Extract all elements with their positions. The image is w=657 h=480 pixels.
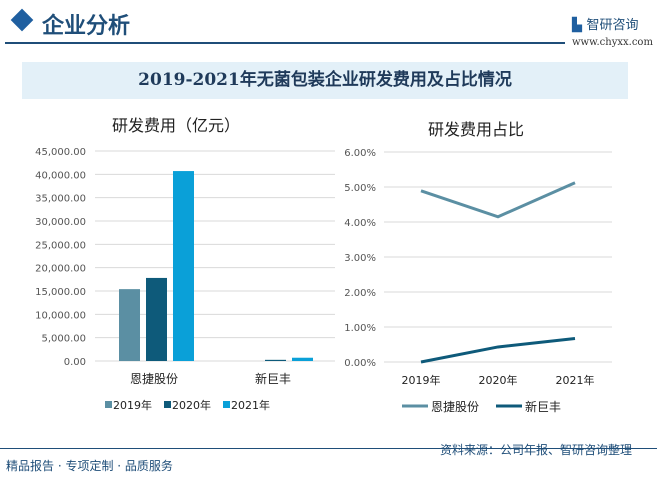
footer-divider: [0, 448, 657, 449]
line-chart-title: 研发费用占比: [428, 120, 525, 139]
y-tick-label: 3.00%: [344, 253, 376, 264]
brand-logo: ▙ 智研咨询: [572, 14, 639, 33]
y-tick-label: 15,000.00: [35, 287, 86, 298]
legend-swatch: [223, 401, 230, 408]
legend-label: 2019年: [113, 398, 152, 412]
line-恩捷股份: [420, 181, 576, 219]
y-tick-label: 35,000.00: [35, 194, 86, 205]
legend-label: 2020年: [172, 398, 211, 412]
y-tick-label: 10,000.00: [35, 310, 86, 321]
bar-2020年-新巨丰: [265, 359, 286, 361]
divider: [5, 42, 565, 44]
y-tick-label: 5.00%: [344, 183, 376, 194]
bar-2020年-恩捷股份: [146, 277, 167, 361]
y-tick-label: 6.00%: [344, 148, 376, 159]
x-tick-label: 新巨丰: [255, 371, 291, 386]
bar-chart-title: 研发费用（亿元）: [112, 116, 241, 135]
y-tick-label: 2.00%: [344, 288, 376, 299]
y-tick-label: 1.00%: [344, 323, 376, 334]
y-tick-label: 5,000.00: [41, 334, 86, 345]
logo-icon: ▙: [572, 18, 587, 33]
legend-swatch: [105, 401, 112, 408]
brand-name: 智研咨询: [586, 18, 639, 33]
legend-label: 2021年: [231, 398, 270, 412]
footer-slogan: 精品报告 · 专项定制 · 品质服务: [6, 459, 173, 473]
source-note: 资料来源：公司年报、智研咨询整理: [440, 443, 633, 457]
y-tick-label: 25,000.00: [35, 240, 86, 251]
x-tick-label: 2020年: [479, 373, 518, 387]
x-tick-label: 恩捷股份: [130, 372, 178, 386]
brand-url: www.chyxx.com: [572, 37, 653, 48]
legend-label: 恩捷股份: [431, 400, 479, 414]
bar-2021年-新巨丰: [292, 357, 313, 361]
y-tick-label: 0.00%: [344, 358, 376, 369]
y-tick-label: 0.00: [64, 357, 86, 368]
legend-swatch: [164, 401, 171, 408]
y-tick-label: 30,000.00: [35, 217, 86, 228]
x-tick-label: 2019年: [402, 373, 441, 387]
line-新巨丰: [420, 337, 576, 364]
bar-2021年-恩捷股份: [173, 171, 194, 361]
y-tick-label: 40,000.00: [35, 170, 86, 181]
y-tick-label: 45,000.00: [35, 147, 86, 158]
legend-label: 新巨丰: [525, 399, 561, 414]
x-tick-label: 2021年: [556, 373, 595, 387]
section-title: 企业分析: [42, 13, 131, 39]
chart-banner-title: 2019-2021年无菌包装企业研发费用及占比情况: [22, 62, 628, 99]
y-tick-label: 4.00%: [344, 218, 376, 229]
bar-2019年-恩捷股份: [119, 289, 140, 361]
y-tick-label: 20,000.00: [35, 264, 86, 275]
